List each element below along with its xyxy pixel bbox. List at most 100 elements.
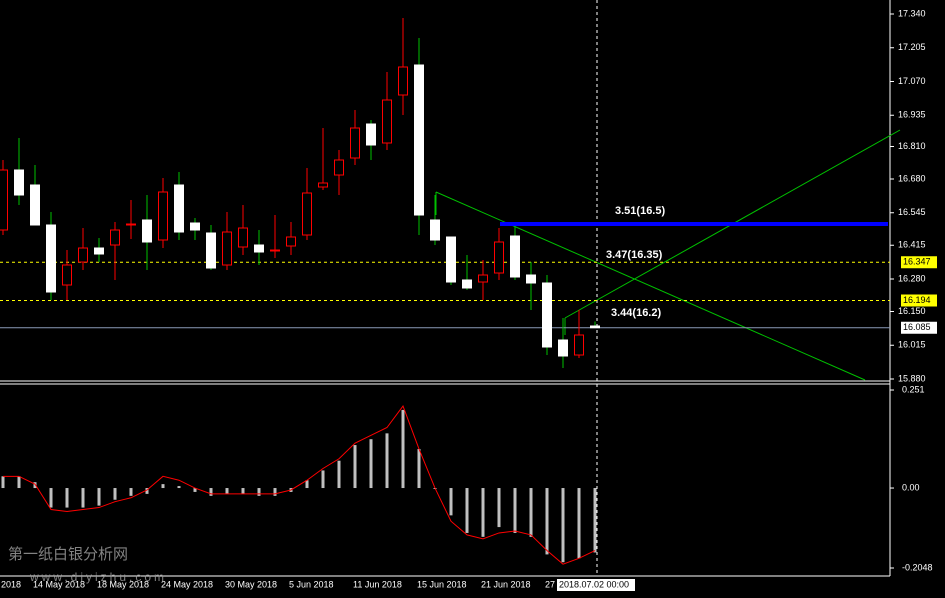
candle-body bbox=[350, 127, 360, 159]
histogram-bar bbox=[113, 488, 117, 500]
candle-body bbox=[382, 99, 392, 144]
cursor-label: 2018.07.02 00:00 bbox=[559, 579, 629, 589]
annotation: 3.51(16.5) bbox=[615, 205, 665, 217]
candle-body bbox=[414, 64, 424, 216]
price-label-box bbox=[901, 294, 937, 307]
x-tick-label: 27 bbox=[545, 579, 555, 589]
y-tick-label: 0.251 bbox=[902, 384, 925, 394]
histogram-bar bbox=[561, 488, 565, 563]
candle-body bbox=[206, 232, 216, 269]
histogram-bar bbox=[161, 484, 165, 489]
candle-body bbox=[542, 282, 552, 348]
histogram-bar bbox=[65, 488, 69, 508]
candle-body bbox=[334, 159, 344, 176]
histogram-bar bbox=[193, 488, 197, 492]
candle-body bbox=[494, 241, 504, 274]
x-tick-label: 15 Jun 2018 bbox=[417, 579, 467, 589]
histogram-bar bbox=[49, 488, 53, 508]
watermark: 第一纸白银分析网 bbox=[8, 545, 128, 563]
histogram-bar bbox=[465, 488, 469, 533]
y-tick-label: 16.935 bbox=[898, 110, 926, 120]
candle-body bbox=[30, 184, 40, 226]
histogram-bar bbox=[385, 433, 389, 489]
y-tick-label: 16.810 bbox=[898, 141, 926, 151]
histogram-bar bbox=[417, 448, 421, 489]
histogram-bar bbox=[97, 488, 101, 506]
candle-body bbox=[14, 169, 24, 196]
candle-body bbox=[270, 249, 280, 252]
price-label: 16.194 bbox=[903, 295, 931, 305]
histogram-bar bbox=[321, 470, 325, 489]
price-label-box bbox=[901, 256, 937, 269]
y-tick-label: 16.280 bbox=[898, 273, 926, 283]
candle-body bbox=[254, 244, 264, 253]
price-label: 16.347 bbox=[903, 257, 931, 267]
histogram-bar bbox=[1, 476, 5, 489]
y-tick-label: 16.015 bbox=[898, 340, 926, 350]
candle-body bbox=[238, 227, 248, 248]
histogram-bar bbox=[17, 476, 21, 489]
candle-body bbox=[430, 219, 440, 241]
candle-body bbox=[126, 223, 136, 226]
histogram-bar bbox=[81, 488, 85, 508]
candle-body bbox=[302, 192, 312, 236]
candle-body bbox=[510, 235, 520, 278]
histogram-bar bbox=[145, 488, 149, 494]
histogram-bar bbox=[481, 488, 485, 537]
histogram-bar bbox=[369, 439, 373, 489]
x-tick-label: 24 May 2018 bbox=[161, 579, 213, 589]
y-tick-label: 16.680 bbox=[898, 173, 926, 183]
histogram-bar bbox=[209, 488, 213, 496]
histogram-bar bbox=[449, 488, 453, 516]
y-tick-label: 16.150 bbox=[898, 306, 926, 316]
histogram-bar bbox=[513, 488, 517, 533]
candle-body bbox=[526, 274, 536, 284]
y-tick-label: 17.070 bbox=[898, 76, 926, 86]
candle-body bbox=[110, 229, 120, 246]
candle-body bbox=[398, 66, 408, 96]
candle-body bbox=[142, 219, 152, 243]
x-tick-label: 11 Jun 2018 bbox=[353, 579, 402, 589]
candle-body bbox=[46, 224, 56, 293]
y-tick-label: 16.545 bbox=[898, 207, 926, 217]
x-tick-label: 2018 bbox=[1, 579, 21, 589]
candle-body bbox=[190, 222, 200, 231]
x-tick-label: 30 May 2018 bbox=[225, 579, 277, 589]
histogram-bar bbox=[177, 486, 181, 489]
histogram-bar bbox=[305, 480, 309, 489]
histogram-bar bbox=[129, 488, 133, 496]
histogram-bar bbox=[337, 460, 341, 489]
histogram-bar bbox=[593, 488, 597, 553]
candle-body bbox=[0, 169, 8, 231]
candle-body bbox=[558, 339, 568, 357]
candle-body bbox=[78, 247, 88, 263]
x-tick-label: 21 Jun 2018 bbox=[481, 579, 531, 589]
x-tick-label: 14 May 2018 bbox=[33, 579, 85, 589]
candle-body bbox=[62, 264, 72, 286]
histogram-bar bbox=[273, 488, 277, 496]
signal-line bbox=[3, 404, 596, 565]
candle-body bbox=[478, 274, 488, 283]
y-tick-label: 17.205 bbox=[898, 42, 926, 52]
candle-body bbox=[462, 279, 472, 289]
candle-body bbox=[174, 184, 184, 233]
histogram-bar bbox=[241, 488, 245, 494]
candle-body bbox=[366, 123, 376, 146]
candle-body bbox=[318, 182, 328, 188]
price-label: 16.085 bbox=[903, 322, 931, 332]
candle-body bbox=[446, 236, 456, 283]
histogram-bar bbox=[545, 488, 549, 555]
histogram-bar bbox=[577, 488, 581, 559]
candle-body bbox=[590, 325, 600, 329]
histogram-bar bbox=[529, 488, 533, 537]
y-tick-label: 15.880 bbox=[898, 373, 926, 383]
histogram-bar bbox=[257, 488, 261, 496]
histogram-bar bbox=[353, 445, 357, 489]
y-tick-label: 17.340 bbox=[898, 8, 926, 18]
candle-body bbox=[286, 236, 296, 247]
x-tick-label: 18 May 2018 bbox=[97, 579, 149, 589]
y-tick-label: -0.2048 bbox=[902, 562, 933, 572]
candle-body bbox=[574, 334, 584, 356]
